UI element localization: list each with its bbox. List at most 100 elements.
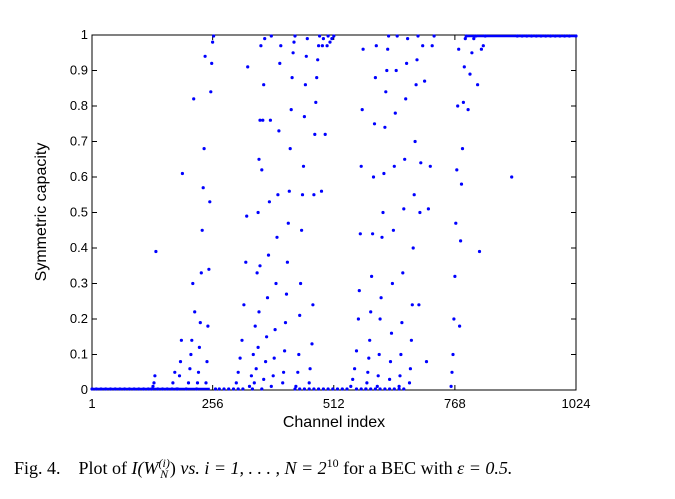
data-point [288,147,292,151]
data-point [265,296,270,300]
data-point [477,249,482,254]
data-point [293,387,297,391]
data-point [304,54,308,58]
data-point [369,387,373,391]
data-point [407,381,412,385]
data-point [459,182,464,186]
data-point [210,61,214,65]
data-point [197,345,201,349]
data-point [421,44,425,48]
data-point [415,58,419,62]
plot-area-frame [91,34,577,391]
data-point [118,387,122,391]
data-point [402,387,406,391]
data-point [466,108,470,112]
y-tick-label: 0.7 [70,134,88,149]
data-point [399,352,403,357]
data-point [231,387,236,391]
data-point [365,381,369,385]
data-point [463,37,467,41]
data-point [108,387,113,391]
data-point [379,296,383,300]
data-point [464,34,468,38]
data-point [90,387,94,391]
caption-label: Fig. 4. [14,458,61,478]
data-point [450,370,454,374]
data-point [258,264,262,268]
data-point [414,83,418,87]
data-point [375,384,379,388]
data-point [316,58,320,62]
data-point [360,108,364,112]
data-point [200,228,204,232]
data-point [419,161,423,165]
data-point [323,132,327,136]
data-point [265,335,269,339]
data-point [311,303,315,307]
data-point [330,37,334,41]
axis-ticks: 0 0.1 0.2 0.3 0.4 0.5 0.6 0.7 0.8 0.9 1 1 256 512 768 1… [70,27,591,411]
data-point [417,303,421,307]
data-point [451,352,455,357]
data-point [257,310,261,314]
data-point [359,387,363,391]
data-point [298,313,302,317]
data-point [544,34,548,38]
data-point [413,139,417,144]
data-point [262,377,266,381]
data-point [454,221,458,225]
data-point [358,232,362,236]
data-point [459,239,463,243]
data-point [515,34,519,38]
data-point [299,281,303,286]
data-point [298,387,302,391]
data-point [326,387,330,391]
data-point [364,387,368,391]
data-point [331,387,335,391]
data-point [403,157,407,161]
data-point [165,387,169,391]
caption-func: I(W [131,458,159,478]
data-point [150,387,154,391]
data-point [378,317,382,321]
data-point [242,303,246,307]
data-point [263,37,267,41]
data-point [314,100,318,104]
data-point [236,370,240,374]
y-tick-label: 0.1 [70,347,88,362]
data-points [90,34,578,391]
data-point [292,40,296,44]
data-point [319,189,324,193]
data-point [289,108,293,112]
data-point [189,352,193,357]
caption-eps: ε = 0.5. [457,458,513,478]
caption-sup: (i) [158,455,170,470]
data-point [273,328,277,332]
data-point [387,34,391,38]
data-point [154,249,158,254]
data-point [254,367,258,371]
data-point [222,387,226,391]
data-point [307,381,311,385]
data-point [340,387,344,391]
data-point [113,387,117,391]
data-point [274,281,278,286]
data-point [207,267,211,271]
data-point [377,352,381,357]
figure-caption: Fig. 4. Plot of I(W (i) N) vs. i = 1, . . … [14,456,669,481]
data-point [286,221,290,225]
data-point [397,384,401,388]
data-point [370,274,374,278]
data-point [94,387,98,391]
data-point [381,210,385,215]
data-point [275,235,279,239]
data-point [432,34,436,38]
data-point [426,207,430,211]
data-point [177,374,182,378]
data-point [397,387,401,391]
data-point [192,97,196,101]
data-point [196,370,201,374]
data-point [236,387,240,391]
data-point [283,349,287,353]
data-point [312,387,316,391]
